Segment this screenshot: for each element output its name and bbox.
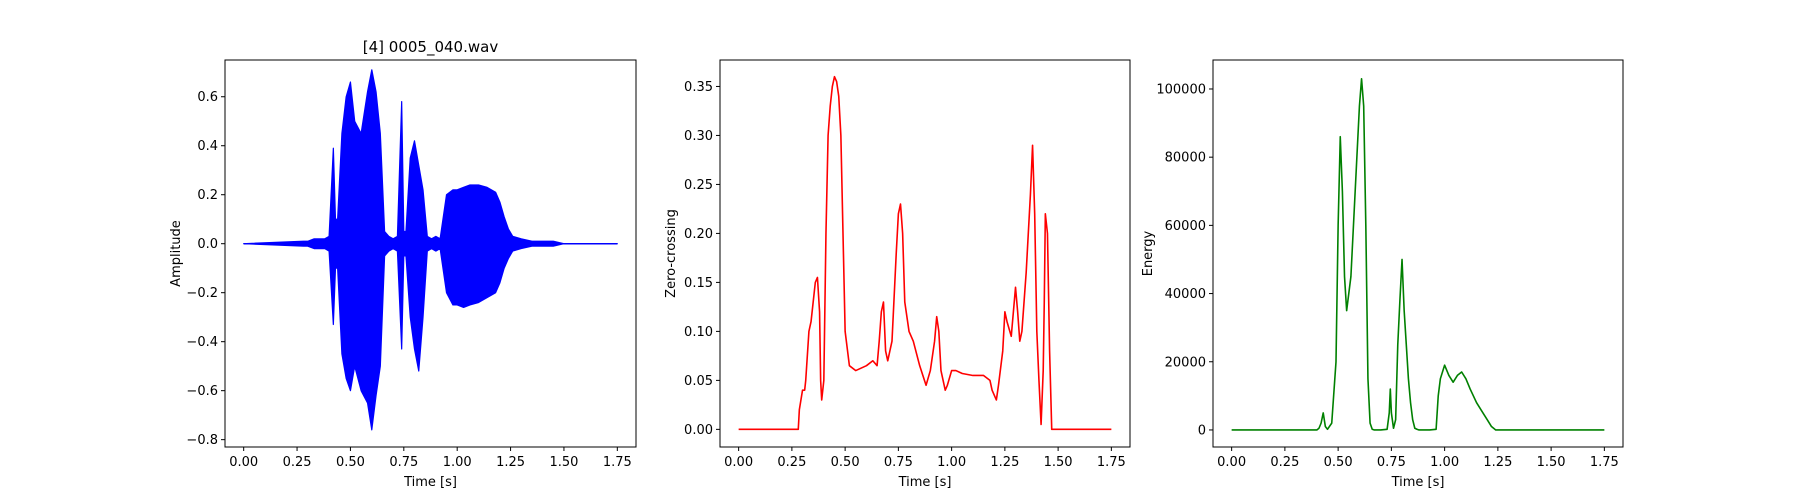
- x-tick-label: 1.25: [1483, 455, 1512, 470]
- chart-1: 0.00 0.25 0.50 0.75 1.00 1.25 1.50 1.75 0.00 0.05…: [664, 59, 1131, 490]
- y-tick-label: 20000: [1165, 355, 1206, 370]
- x-axis-label: Time [s]: [898, 475, 952, 490]
- x-tick-label: 1.50: [1044, 455, 1073, 470]
- y-tick-label: 80000: [1165, 151, 1206, 166]
- plot-area: [1213, 60, 1623, 447]
- axes-frame: [224, 59, 637, 448]
- chart-title: [4] 0005_040.wav: [363, 38, 499, 57]
- x-tick-label: 1.75: [603, 455, 632, 470]
- plot-area: [720, 60, 1130, 447]
- x-tick-label: 1.00: [443, 455, 472, 470]
- x-tick-label: 0.75: [389, 455, 418, 470]
- y-tick-label: 0.4: [197, 139, 218, 154]
- y-tick-label: 0.2: [197, 188, 218, 203]
- x-axis-label: Time [s]: [1391, 475, 1445, 490]
- axes-frame: [719, 59, 1131, 448]
- x-tick-label: 0.25: [1270, 455, 1299, 470]
- chart-0: 0.00 0.25 0.50 0.75 1.00 1.25 1.50 1.75 0.6 0.4 0.…: [169, 38, 637, 490]
- y-axis-label: Energy: [1141, 230, 1156, 276]
- x-tick-label: 0.25: [283, 455, 312, 470]
- plot-area: [225, 60, 636, 447]
- x-tick-label: 0.25: [777, 455, 806, 470]
- x-tick-label: 1.50: [549, 455, 578, 470]
- y-axis-label: Amplitude: [169, 220, 184, 287]
- x-tick-label: 0.50: [336, 455, 365, 470]
- y-tick-label: 0.20: [684, 227, 713, 242]
- x-tick-label: 1.25: [496, 455, 525, 470]
- axes-frame: [1212, 59, 1624, 448]
- y-tick-label: 60000: [1165, 219, 1206, 234]
- series-line-0: [738, 75, 1112, 431]
- chart-2: 0.00 0.25 0.50 0.75 1.00 1.25 1.50 1.75 0 20000 40…: [1141, 59, 1624, 490]
- x-tick-label: 0.75: [1377, 455, 1406, 470]
- y-tick-label: 0.0: [197, 237, 218, 252]
- y-tick-label: −0.4: [186, 335, 218, 350]
- x-tick-label: 1.75: [1590, 455, 1619, 470]
- y-tick-label: 0.05: [684, 374, 713, 389]
- y-tick-label: 0.35: [684, 80, 713, 95]
- y-tick-label: 0.6: [197, 90, 218, 105]
- y-tick-label: −0.2: [186, 286, 218, 301]
- y-tick-label: −0.6: [186, 384, 218, 399]
- y-tick-label: 100000: [1156, 82, 1206, 97]
- y-tick-label: 0.15: [684, 276, 713, 291]
- x-tick-label: 0.75: [884, 455, 913, 470]
- x-tick-label: 0.00: [229, 455, 258, 470]
- y-tick-label: 0.10: [684, 325, 713, 340]
- y-tick-label: 0.00: [684, 423, 713, 438]
- x-tick-label: 0.00: [1217, 455, 1246, 470]
- y-axis-label: Zero-crossing: [664, 209, 679, 298]
- x-tick-label: 1.25: [990, 455, 1019, 470]
- x-tick-label: 0.00: [724, 455, 753, 470]
- y-tick-label: 0.30: [684, 129, 713, 144]
- y-tick-label: 0: [1198, 423, 1206, 438]
- x-tick-label: 1.50: [1537, 455, 1566, 470]
- x-tick-label: 0.50: [1324, 455, 1353, 470]
- x-tick-label: 1.75: [1097, 455, 1126, 470]
- series-line-0: [1231, 77, 1605, 431]
- x-tick-label: 1.00: [1430, 455, 1459, 470]
- waveform-envelope: [243, 69, 618, 431]
- x-axis-label: Time [s]: [403, 475, 457, 490]
- y-tick-label: 0.25: [684, 178, 713, 193]
- y-tick-label: 40000: [1165, 287, 1206, 302]
- y-tick-label: −0.8: [186, 433, 218, 448]
- x-tick-label: 0.50: [831, 455, 860, 470]
- x-tick-label: 1.00: [937, 455, 966, 470]
